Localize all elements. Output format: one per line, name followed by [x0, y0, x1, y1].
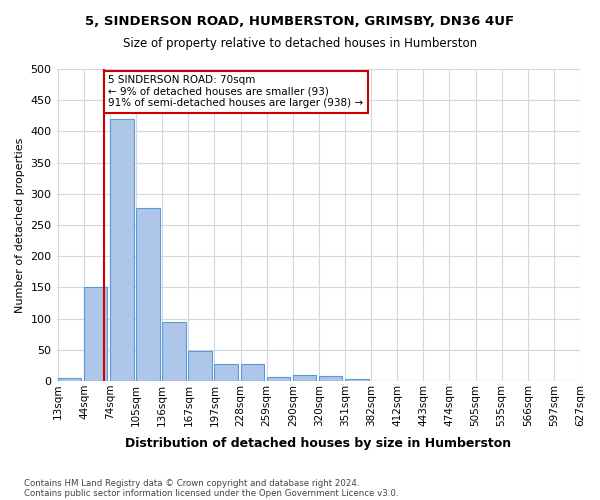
Bar	[136, 208, 160, 381]
Text: Contains public sector information licensed under the Open Government Licence v3: Contains public sector information licen…	[24, 488, 398, 498]
Bar	[241, 364, 264, 381]
Bar	[84, 288, 107, 381]
Text: 5 SINDERSON ROAD: 70sqm
← 9% of detached houses are smaller (93)
91% of semi-det: 5 SINDERSON ROAD: 70sqm ← 9% of detached…	[108, 75, 364, 108]
Bar	[293, 374, 316, 381]
Bar	[110, 119, 134, 381]
Bar	[214, 364, 238, 381]
Text: Contains HM Land Registry data © Crown copyright and database right 2024.: Contains HM Land Registry data © Crown c…	[24, 478, 359, 488]
Bar	[319, 376, 343, 381]
Bar	[345, 379, 368, 381]
Text: 5, SINDERSON ROAD, HUMBERSTON, GRIMSBY, DN36 4UF: 5, SINDERSON ROAD, HUMBERSTON, GRIMSBY, …	[85, 15, 515, 28]
Bar	[162, 322, 186, 381]
Bar	[58, 378, 82, 381]
Bar	[267, 376, 290, 381]
Text: Size of property relative to detached houses in Humberston: Size of property relative to detached ho…	[123, 38, 477, 51]
X-axis label: Distribution of detached houses by size in Humberston: Distribution of detached houses by size …	[125, 437, 511, 450]
Y-axis label: Number of detached properties: Number of detached properties	[15, 138, 25, 312]
Bar	[188, 351, 212, 381]
